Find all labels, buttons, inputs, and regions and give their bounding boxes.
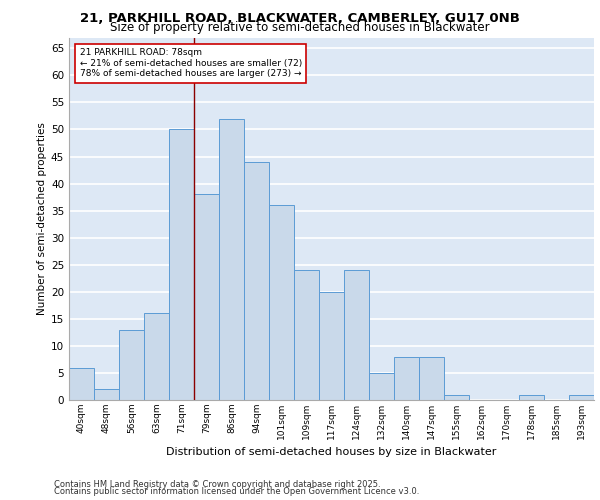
Bar [394, 356, 419, 400]
Bar [169, 130, 194, 400]
Bar [344, 270, 369, 400]
Bar [444, 394, 469, 400]
Bar [119, 330, 144, 400]
Bar [569, 394, 594, 400]
Bar [319, 292, 344, 400]
X-axis label: Distribution of semi-detached houses by size in Blackwater: Distribution of semi-detached houses by … [166, 448, 497, 458]
Bar [294, 270, 319, 400]
Y-axis label: Number of semi-detached properties: Number of semi-detached properties [37, 122, 47, 315]
Bar [519, 394, 544, 400]
Text: 21, PARKHILL ROAD, BLACKWATER, CAMBERLEY, GU17 0NB: 21, PARKHILL ROAD, BLACKWATER, CAMBERLEY… [80, 12, 520, 24]
Bar [369, 373, 394, 400]
Text: Size of property relative to semi-detached houses in Blackwater: Size of property relative to semi-detach… [110, 22, 490, 35]
Bar [69, 368, 94, 400]
Bar [419, 356, 444, 400]
Bar [144, 314, 169, 400]
Bar [269, 205, 294, 400]
Bar [244, 162, 269, 400]
Bar [219, 118, 244, 400]
Bar [194, 194, 219, 400]
Text: Contains public sector information licensed under the Open Government Licence v3: Contains public sector information licen… [54, 487, 419, 496]
Bar [94, 389, 119, 400]
Text: 21 PARKHILL ROAD: 78sqm
← 21% of semi-detached houses are smaller (72)
78% of se: 21 PARKHILL ROAD: 78sqm ← 21% of semi-de… [79, 48, 302, 78]
Text: Contains HM Land Registry data © Crown copyright and database right 2025.: Contains HM Land Registry data © Crown c… [54, 480, 380, 489]
